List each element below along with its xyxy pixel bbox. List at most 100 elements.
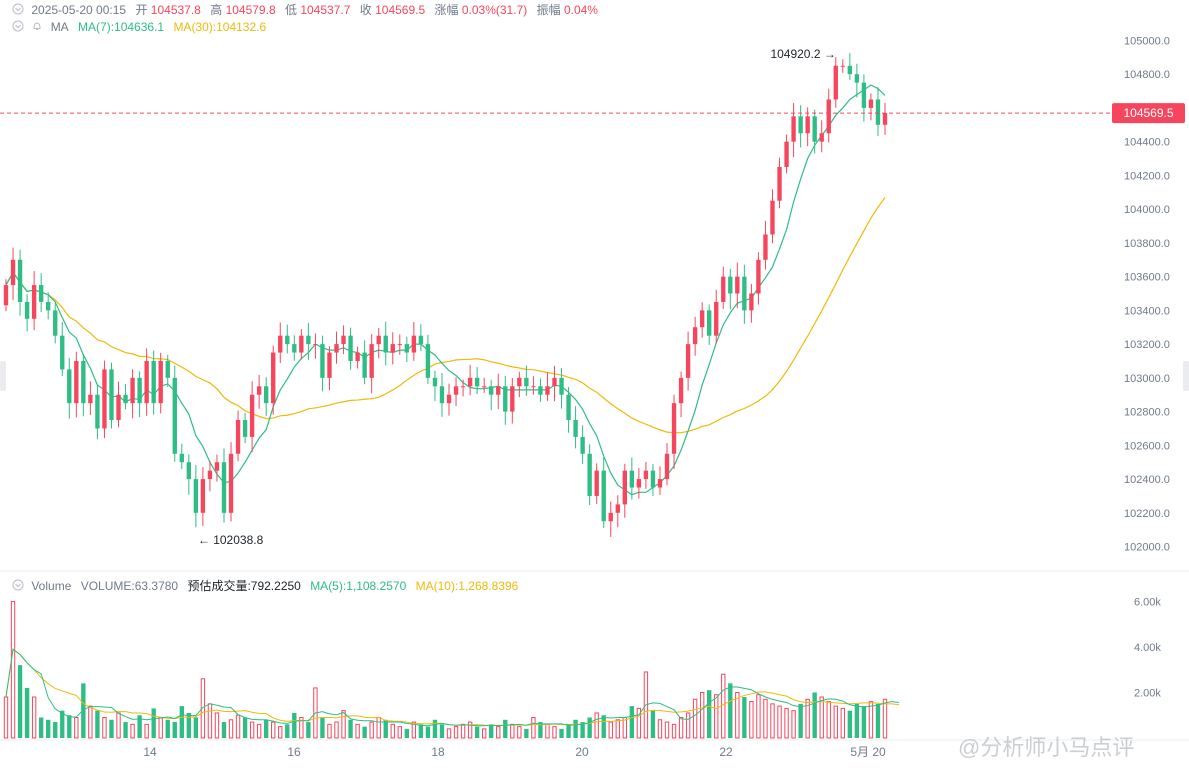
volume-bar [545,723,550,739]
close-value: 104569.5 [375,3,426,17]
ma7-value: MA(7):104636.1 [78,20,165,34]
current-price-tag-text: 104569.5 [1123,106,1173,120]
candle-body [882,112,888,125]
y-tick-label: 104000.0 [1124,204,1170,216]
volume-ma5-line [5,648,900,727]
candle-body [31,285,37,319]
candle-body [517,377,522,387]
volume-bar [186,712,192,738]
volume-bar [777,705,782,739]
volume-bar [692,698,698,739]
volume-bar [460,723,466,739]
candle-body [355,352,360,361]
volume-y-tick-label: 4.00k [1134,642,1161,654]
candle-body [369,344,374,378]
volume-bar [439,724,445,738]
candle-body [615,504,620,513]
low-value: 104537.7 [300,3,351,17]
candle-body [130,377,135,404]
volume-bar [46,719,51,738]
candle-body [777,166,782,201]
candle-body [74,360,79,404]
volume-bar [116,712,121,739]
volume-bar [425,726,431,738]
volume-bar [580,722,585,738]
volume-bar [292,712,297,738]
candle-body [481,386,487,388]
candle-body [650,470,656,488]
candle-body [320,344,325,378]
volume-bar [242,717,248,738]
volume-ma5: MA(5):1,108.2570 [310,579,407,593]
volume-bar [17,665,23,738]
candle-body [707,310,712,336]
volume-bar [854,703,860,738]
volume-bar [411,721,417,739]
volume-bar [608,721,613,739]
ma-label: MA [50,20,69,34]
volume-bar [271,721,276,739]
candle-body [271,352,276,404]
candle-body [432,377,438,387]
candle-body [770,200,775,235]
amplitude-value: 0.04% [563,3,598,17]
candle-body [742,276,747,311]
candle-body [439,386,445,404]
candle-body [692,327,698,345]
volume-bar [699,691,705,739]
volume-bar [812,692,817,738]
candle-body [805,116,810,134]
x-tick-label: 14 [143,745,157,759]
volume-bar [707,690,712,738]
change-label: 涨幅 [434,3,459,17]
volume-bar [474,726,480,738]
amplitude-label: 振幅 [536,3,561,17]
collapse-icon[interactable] [12,579,24,594]
volume-bar [805,698,810,739]
volume-bar [749,701,754,739]
volume-bar [355,723,360,739]
candle-body [580,436,585,454]
candle-body [334,344,339,353]
candle-body [38,285,44,302]
watermark: @分析师小马点评 [958,735,1135,760]
volume-bar [24,687,30,738]
close-label: 收 [359,3,372,17]
candle-body [453,386,459,395]
candle-body [313,344,318,346]
volume-value: VOLUME:63.3780 [80,579,179,593]
candle-body [60,335,65,370]
volume-bar [446,728,452,739]
scroll-left-handle[interactable] [0,361,6,391]
candle-body [418,335,424,345]
candle-body [446,394,452,404]
candle-body [503,386,508,412]
volume-bar [60,710,65,738]
volume-bar [130,723,135,739]
volume-bar [376,717,381,739]
candle-body [3,285,9,306]
collapse-icon[interactable] [12,20,24,35]
candle-body [123,394,128,404]
collapse-icon[interactable] [12,3,24,18]
candle-body [327,352,332,378]
candle-body [46,301,51,311]
volume-bar [207,703,213,739]
bell-icon[interactable] [31,20,43,35]
scroll-right-handle[interactable] [1183,361,1189,391]
volume-y-tick-label: 6.00k [1134,596,1161,608]
volume-bar [552,726,557,739]
candle-body [636,479,642,488]
candle-body [24,301,30,319]
candle-body [721,276,726,302]
y-tick-label: 102000.0 [1124,542,1170,554]
y-tick-label: 103600.0 [1124,272,1170,284]
candle-body [193,479,199,513]
candle-body [264,386,269,404]
candle-body [67,369,72,404]
open-value: 104537.8 [150,3,201,17]
candle-body [10,259,16,286]
candle-body [278,335,283,353]
candle-body [242,420,248,437]
